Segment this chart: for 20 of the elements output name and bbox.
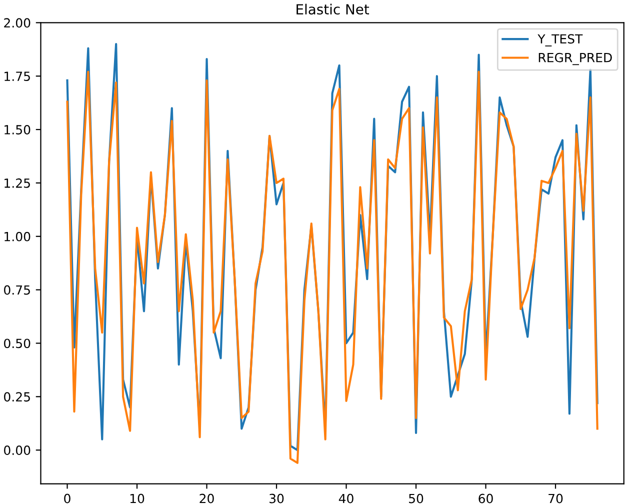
chart-title: Elastic Net (296, 4, 370, 15)
legend-label: REGR_PRED (538, 52, 612, 66)
legend-label: Y_TEST (538, 34, 583, 46)
x-tick-label: 10 (130, 494, 144, 504)
y-tick-label: 0.25 (4, 392, 30, 402)
y-tick-label: 0.00 (4, 446, 30, 455)
x-tick-label: 50 (409, 494, 424, 504)
y-tick-label: 0.50 (4, 338, 30, 348)
x-tick-label: 70 (548, 494, 563, 504)
y-tick-label: 0.75 (4, 285, 30, 295)
y-tick-label: 1.00 (4, 232, 30, 242)
x-tick-label: 0 (64, 494, 70, 504)
y-tick-label: 1.50 (4, 125, 30, 134)
y-tick-label: 1.25 (4, 178, 30, 188)
y-tick-label: 1.75 (4, 72, 30, 82)
x-tick-label: 20 (200, 494, 214, 504)
x-tick-label: 40 (338, 494, 354, 504)
x-tick-label: 30 (270, 494, 284, 504)
y-tick-label: 2.00 (4, 18, 30, 28)
x-tick-label: 60 (478, 494, 493, 504)
